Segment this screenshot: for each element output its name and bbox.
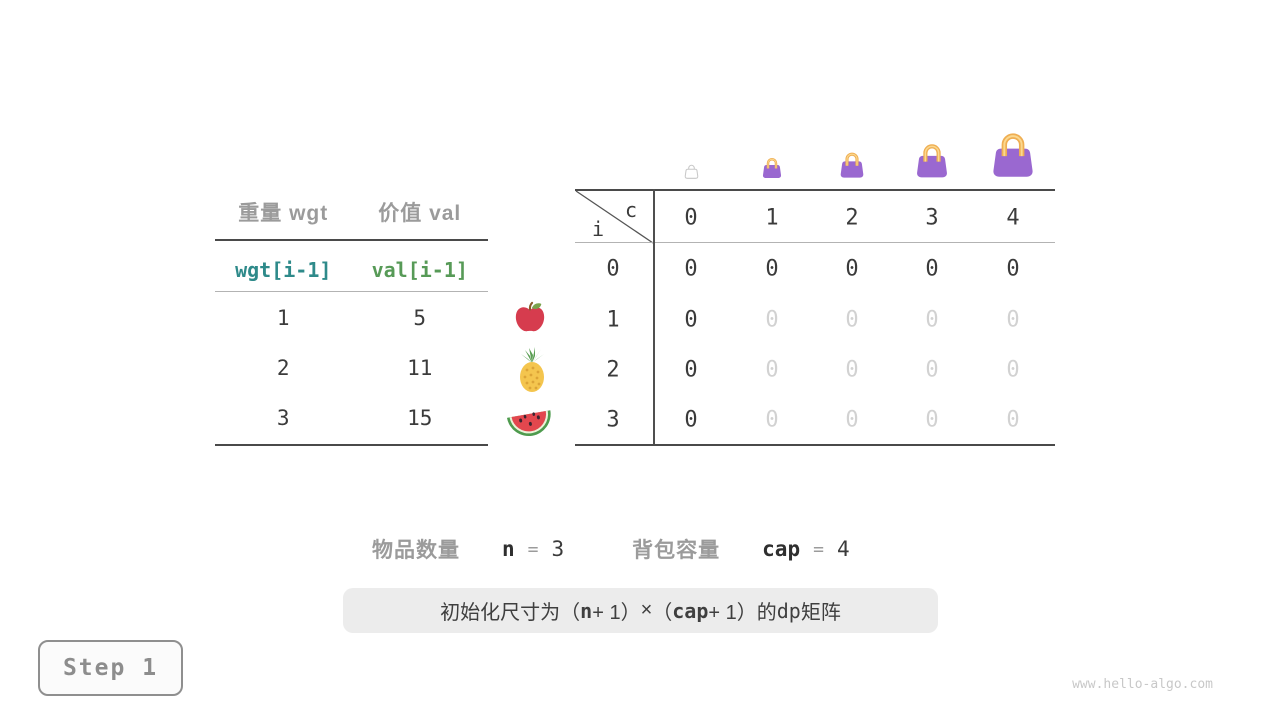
caption-segment: + 1） — [708, 602, 757, 624]
watermelon-icon — [505, 404, 553, 443]
dp-cell: 0 — [845, 256, 859, 282]
n-var: n — [502, 537, 515, 561]
step-caption: 初始化尺寸为（ n + 1） × （cap + 1） 的 dp 矩阵 — [343, 588, 938, 633]
caption-segment: 的 — [756, 602, 777, 624]
dp-vertical-rule — [653, 189, 655, 446]
dp-cell: 0 — [765, 256, 779, 282]
bag-icon — [912, 141, 952, 184]
dp-cell: 0 — [1006, 307, 1020, 333]
dp-row-header: 0 — [606, 256, 620, 282]
item-weight: 1 — [276, 306, 290, 330]
dp-cell: 0 — [684, 256, 698, 282]
item-value: 15 — [407, 406, 433, 430]
dp-cell: 0 — [925, 256, 939, 282]
caption-segment: + 1） — [592, 602, 641, 624]
dp-table-bottom-rule — [575, 444, 1055, 446]
dp-row-header: 2 — [606, 357, 620, 383]
cap-equals: = — [813, 538, 824, 560]
dp-cell: 0 — [845, 407, 859, 433]
dp-cell: 0 — [765, 357, 779, 383]
dp-cell: 0 — [684, 357, 698, 383]
item-table-mid-rule — [215, 291, 488, 292]
caption-segment: 初始化尺寸为（ — [440, 602, 581, 624]
cap-var: cap — [762, 537, 801, 561]
dp-cell: 0 — [925, 357, 939, 383]
dp-col-header: 1 — [765, 205, 779, 231]
bag-icon — [987, 129, 1039, 184]
bag-icon — [760, 156, 784, 184]
item-value: 11 — [407, 356, 433, 380]
caption-segment: （ — [652, 602, 673, 624]
corner-diagonal-line — [575, 190, 654, 244]
item-table-var-row: wgt[i-1] val[i-1] — [215, 258, 488, 282]
item-table-row: 3 15 — [215, 406, 488, 430]
dp-col-header: 2 — [845, 205, 859, 231]
value-column-header: 价值 val — [378, 202, 462, 225]
dp-col-header: 3 — [925, 205, 939, 231]
dp-col-header: 4 — [1006, 205, 1020, 231]
weight-column-header: 重量 wgt — [238, 202, 329, 225]
site-watermark: www.hello-algo.com — [1072, 677, 1213, 692]
corner-row-var: i — [591, 217, 605, 241]
dp-col-header: 0 — [684, 205, 698, 231]
caption-segment: 矩阵 — [800, 602, 841, 624]
item-value: 5 — [413, 306, 427, 330]
caption-segment: × — [640, 599, 653, 621]
n-equals: = — [527, 538, 539, 560]
dp-row-header: 3 — [606, 407, 620, 433]
step-badge: Step 1 — [38, 640, 183, 696]
dp-cell: 0 — [1006, 256, 1020, 282]
item-table-header: 重量 wgt 价值 val — [215, 197, 488, 227]
n-value: 3 — [551, 537, 565, 561]
item-table-top-rule — [215, 239, 488, 241]
caption-segment: cap — [672, 598, 709, 623]
dp-cell: 0 — [845, 357, 859, 383]
pineapple-icon — [516, 347, 548, 398]
dp-cell: 0 — [845, 307, 859, 333]
cap-value: 4 — [836, 537, 850, 561]
dp-header-rule — [575, 242, 1055, 243]
dp-cell: 0 — [925, 407, 939, 433]
step-badge-label: Step 1 — [62, 655, 159, 681]
parameters-legend: 物品数量 n = 3 背包容量 cap = 4 — [372, 533, 850, 565]
dp-table-top-rule — [575, 189, 1055, 191]
value-var-label: val[i-1] — [371, 258, 468, 282]
dp-cell: 0 — [684, 307, 698, 333]
dp-cell: 0 — [1006, 407, 1020, 433]
dp-row-header: 1 — [606, 307, 620, 333]
dp-cell: 0 — [765, 307, 779, 333]
dp-cell: 0 — [1006, 357, 1020, 383]
weight-var-label: wgt[i-1] — [235, 258, 332, 282]
item-table-bottom-rule — [215, 444, 488, 446]
dp-cell: 0 — [765, 407, 779, 433]
caption-segment: n — [580, 598, 593, 623]
dp-cell: 0 — [684, 407, 698, 433]
item-weight: 3 — [276, 406, 290, 430]
empty-bag-icon — [683, 163, 700, 184]
bag-icon — [837, 150, 867, 184]
corner-col-var: c — [624, 198, 638, 222]
item-table-row: 2 11 — [215, 356, 488, 380]
apple-icon — [513, 300, 547, 339]
capacity-label: 背包容量 — [632, 539, 721, 562]
item-count-label: 物品数量 — [372, 539, 460, 562]
dp-cell: 0 — [925, 307, 939, 333]
caption-segment: dp — [776, 598, 801, 623]
item-weight: 2 — [276, 356, 290, 380]
